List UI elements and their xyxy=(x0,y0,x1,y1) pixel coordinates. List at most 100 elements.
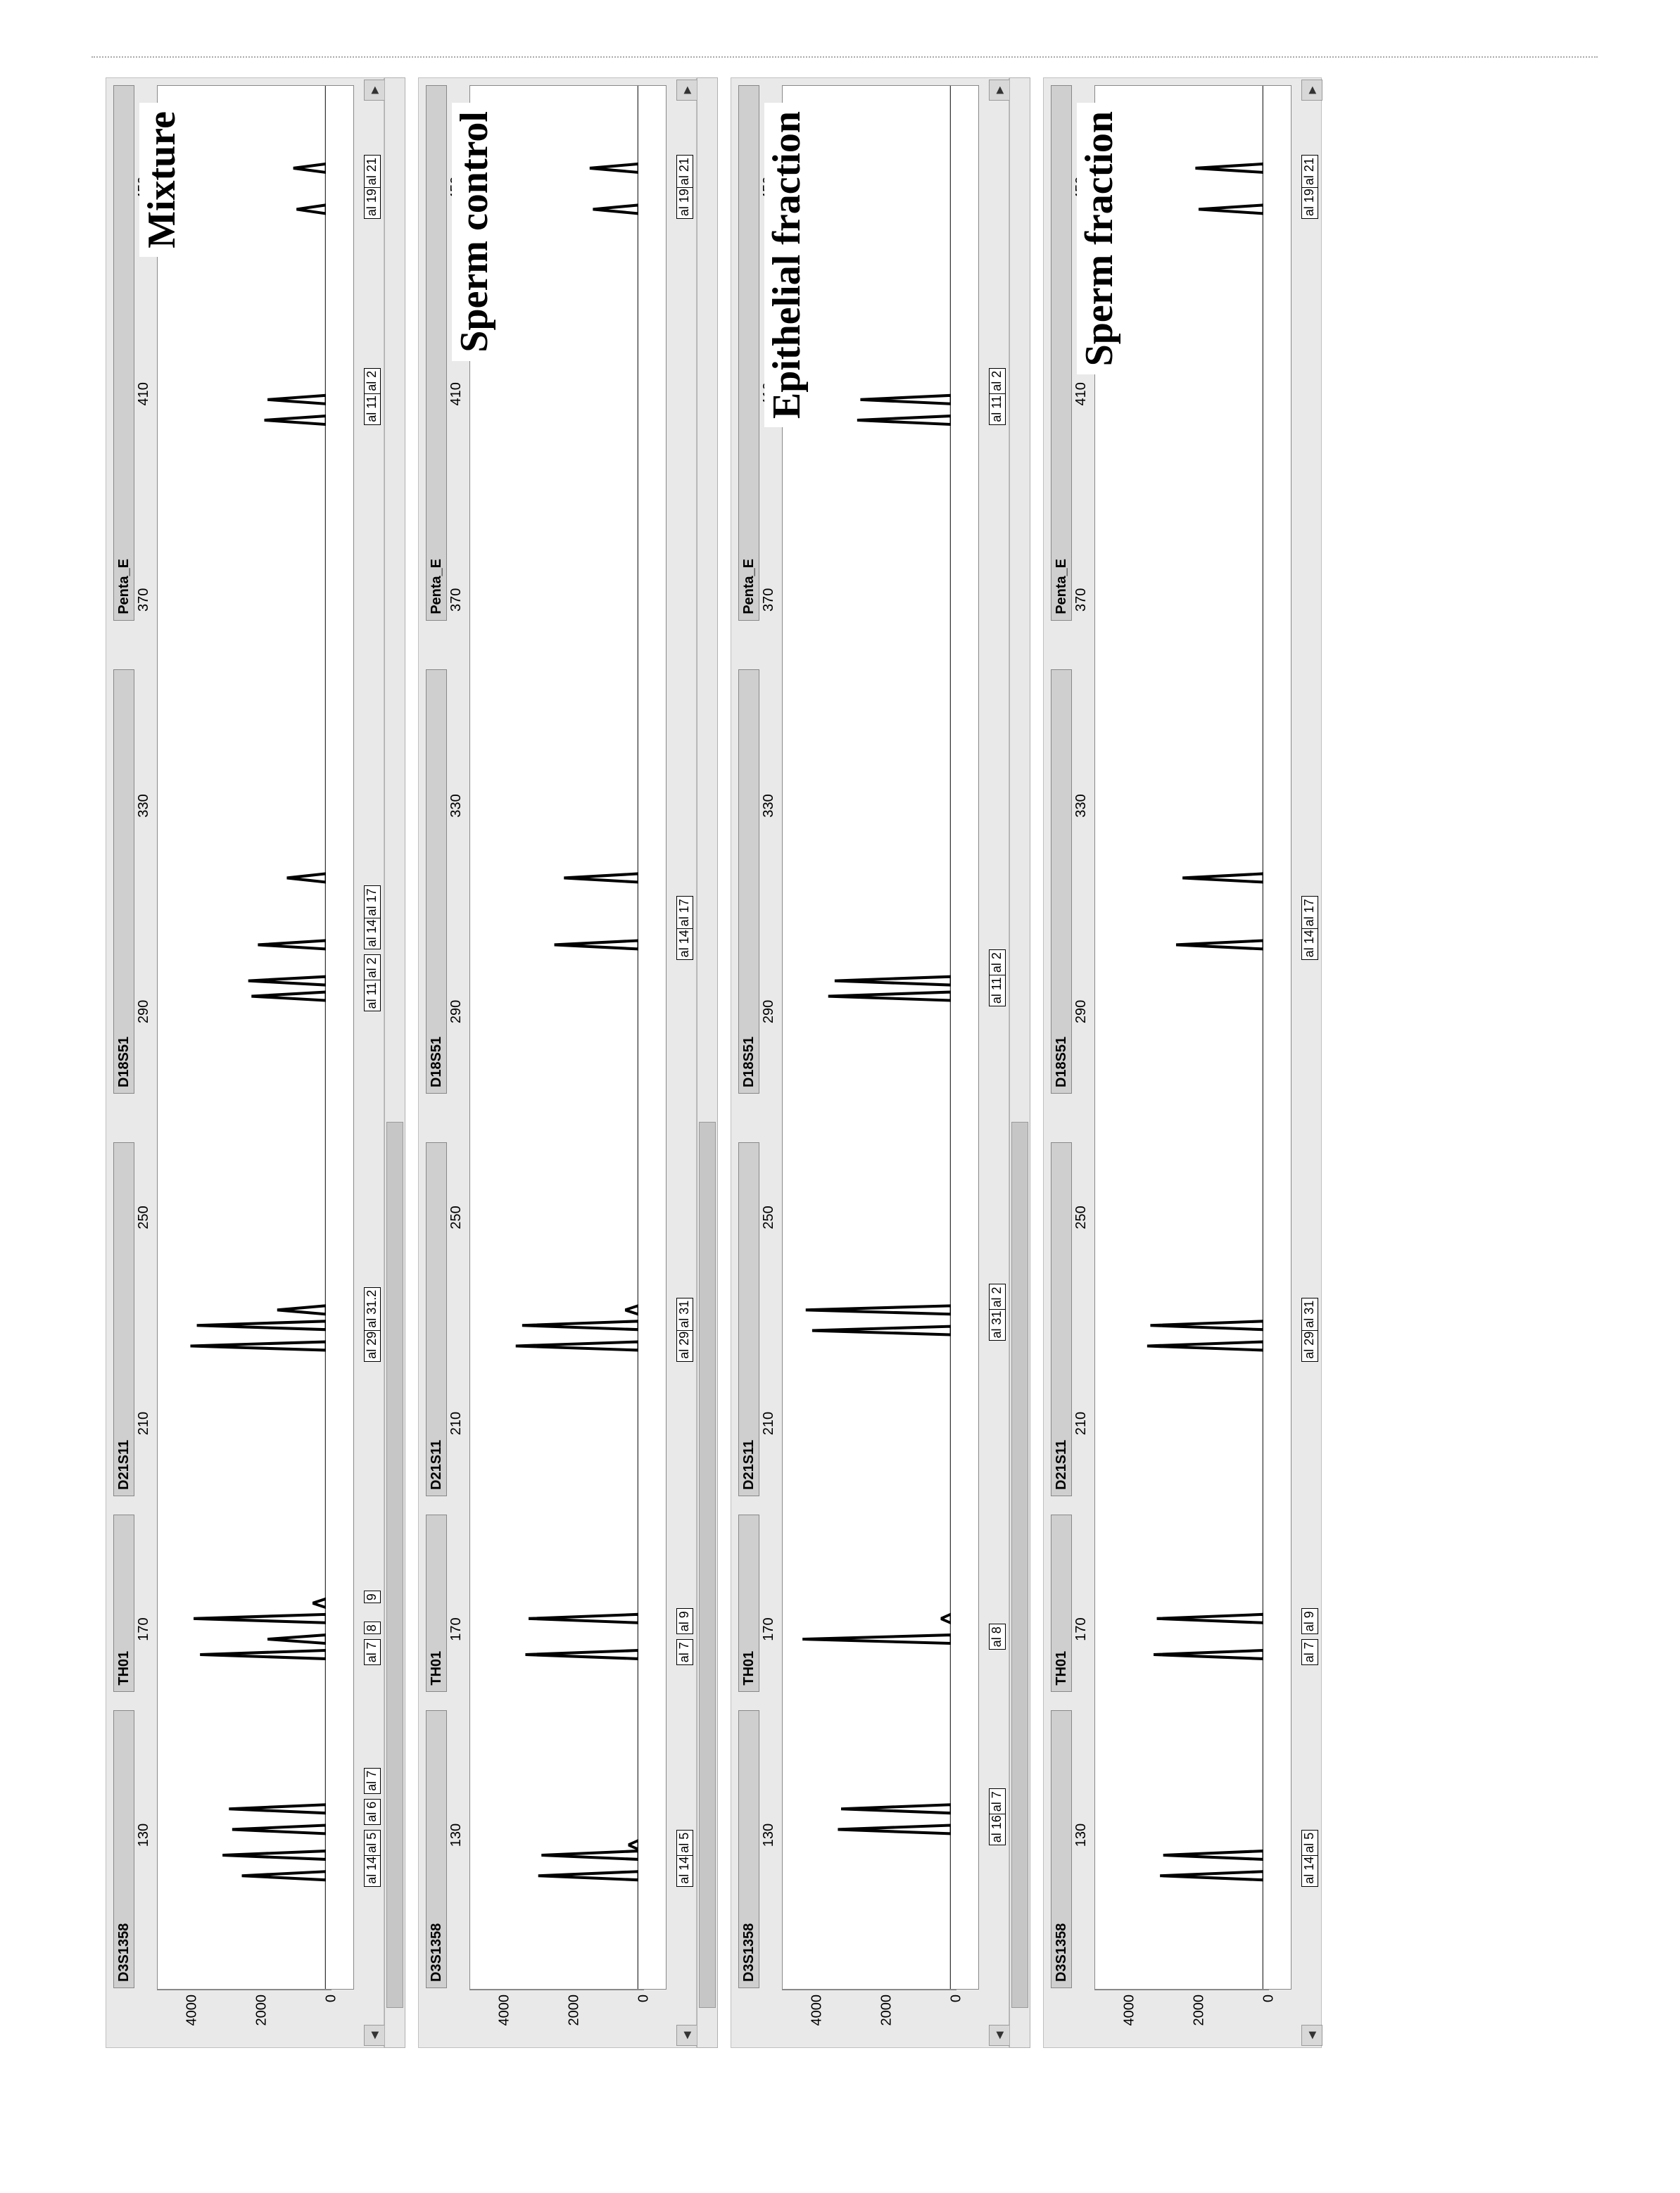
allele-call-box: al 9 xyxy=(676,1608,693,1634)
x-tick-label: 130 xyxy=(448,1824,465,1847)
x-tick-label: 170 xyxy=(136,1617,152,1641)
x-tick-label: 330 xyxy=(448,794,465,817)
x-axis: 130170210250290330370410450 xyxy=(447,85,467,1990)
locus-header-bar: D3S1358TH01D21S11D18S51Penta_E xyxy=(1051,85,1072,1990)
y-axis: 0 2000 4000 xyxy=(738,1990,1006,2045)
scrollbar-thumb[interactable] xyxy=(1011,1122,1028,2008)
horizontal-scrollbar[interactable] xyxy=(1009,77,1030,2048)
x-tick-label: 370 xyxy=(448,588,465,612)
x-tick-label: 330 xyxy=(1073,794,1090,817)
allele-call-box: al 5 xyxy=(1301,1830,1318,1856)
x-tick-label: 170 xyxy=(448,1617,465,1641)
x-tick-label: 370 xyxy=(136,588,152,612)
x-tick-label: 290 xyxy=(761,1000,777,1023)
y-axis: 020004000 xyxy=(1051,1990,1318,2045)
peaks-plot xyxy=(157,85,354,1990)
allele-call-box: al 11 xyxy=(989,974,1006,1006)
x-tick-label: 250 xyxy=(448,1206,465,1229)
x-axis: 130170210250290330370410450 xyxy=(134,85,154,1990)
allele-call-box: al 19 xyxy=(364,186,381,219)
allele-label-row: al 14al 5al 6al 7al 789al 29al 31.2al 11… xyxy=(355,85,381,1990)
allele-call-box: al 21 xyxy=(364,155,381,188)
locus-label: D21S11 xyxy=(738,1142,759,1496)
electropherogram-panel-mixture: 020004000D3S1358TH01D21S11D18S51Penta_E1… xyxy=(106,77,405,2048)
locus-label: TH01 xyxy=(113,1515,134,1691)
allele-call-box: al 8 xyxy=(989,1624,1006,1650)
allele-call-box: al 7 xyxy=(1301,1639,1318,1665)
allele-call-box: al 21 xyxy=(1301,155,1318,188)
x-tick-label: 250 xyxy=(136,1206,152,1229)
x-tick-label: 130 xyxy=(1073,1824,1090,1847)
locus-header-bar: D3S1358TH01D21S11D18S51Penta_E xyxy=(426,85,447,1990)
y-tick-label: 2000 xyxy=(878,1995,895,2026)
locus-label: D3S1358 xyxy=(738,1710,759,1988)
scroll-right-icon[interactable]: ► xyxy=(1301,80,1322,101)
horizontal-scrollbar[interactable] xyxy=(697,77,718,2048)
x-tick-label: 210 xyxy=(761,1412,777,1435)
allele-call-box: al 14 xyxy=(1301,927,1318,960)
peaks-plot xyxy=(469,85,667,1990)
scroll-left-icon[interactable]: ◄ xyxy=(364,2025,385,2046)
y-tick-label: 2000 xyxy=(1191,1995,1207,2026)
locus-label: TH01 xyxy=(426,1515,447,1691)
allele-call-box: al 11 xyxy=(364,980,381,1012)
allele-call-box: al 2 xyxy=(364,954,381,980)
allele-call-box: al 9 xyxy=(1301,1608,1318,1634)
locus-label: D3S1358 xyxy=(1051,1710,1072,1988)
scroll-right-icon[interactable]: ► xyxy=(989,80,1010,101)
scroll-left-icon[interactable]: ◄ xyxy=(989,2025,1010,2046)
horizontal-scrollbar[interactable] xyxy=(384,77,405,2048)
y-axis: 020004000 xyxy=(426,1990,693,2045)
locus-label: D21S11 xyxy=(1051,1142,1072,1496)
y-tick-label: 4000 xyxy=(1121,1995,1137,2026)
figure-container: 020004000D3S1358TH01D21S11D18S51Penta_E1… xyxy=(106,77,1584,2048)
allele-call-box: al 16 xyxy=(989,1812,1006,1845)
allele-call-box: al 7 xyxy=(989,1788,1006,1814)
allele-call-box: al 14 xyxy=(364,916,381,949)
locus-label: D21S11 xyxy=(113,1142,134,1496)
allele-call-box: al 14 xyxy=(364,1854,381,1887)
electropherogram-panel-epithelial: 020004000D3S1358TH01D21S11D18S51Penta_E1… xyxy=(731,77,1030,2048)
locus-label: Penta_E xyxy=(426,85,447,621)
y-tick-label: 4000 xyxy=(809,1995,825,2026)
allele-call-box: al 29 xyxy=(1301,1329,1318,1362)
scrollbar-thumb[interactable] xyxy=(699,1122,716,2008)
y-axis: 020004000 xyxy=(113,1990,381,2045)
locus-label: TH01 xyxy=(738,1515,759,1691)
allele-label-row: al 16al 7al 8al 31al 2al 11al 2al 11al 2 xyxy=(980,85,1006,1990)
allele-label-row: al 14al 5al 7al 9al 29al 31al 14al 17al … xyxy=(668,85,693,1990)
allele-call-box: al 17 xyxy=(1301,896,1318,929)
scrollbar-thumb[interactable] xyxy=(386,1122,403,2008)
allele-call-box: al 31.2 xyxy=(364,1287,381,1331)
allele-call-box: al 29 xyxy=(676,1329,693,1362)
y-tick-label: 0 xyxy=(949,1995,965,2002)
x-tick-label: 210 xyxy=(1073,1412,1090,1435)
x-tick-label: 130 xyxy=(136,1824,152,1847)
scroll-left-icon[interactable]: ◄ xyxy=(1301,2025,1322,2046)
scroll-right-icon[interactable]: ► xyxy=(364,80,385,101)
locus-label: D18S51 xyxy=(738,669,759,1094)
panel-body: 020004000D3S1358TH01D21S11D18S51Penta_E1… xyxy=(106,77,384,2048)
allele-call-box: al 14 xyxy=(1301,1854,1318,1887)
peaks-plot xyxy=(782,85,979,1990)
allele-call-box: al 19 xyxy=(676,186,693,219)
allele-call-box: al 31 xyxy=(676,1298,693,1331)
x-tick-label: 370 xyxy=(761,588,777,612)
allele-call-box: al 5 xyxy=(364,1830,381,1856)
x-tick-label: 210 xyxy=(448,1412,465,1435)
allele-call-box: al 31 xyxy=(1301,1298,1318,1331)
y-tick-label: 0 xyxy=(324,1995,340,2002)
scroll-right-icon[interactable]: ► xyxy=(676,80,697,101)
allele-call-box: al 14 xyxy=(676,1854,693,1887)
locus-label: Penta_E xyxy=(113,85,134,621)
electropherogram-panel-sperm_control: 020004000D3S1358TH01D21S11D18S51Penta_E1… xyxy=(418,77,718,2048)
scroll-left-icon[interactable]: ◄ xyxy=(676,2025,697,2046)
allele-call-box: al 11 xyxy=(364,393,381,425)
x-tick-label: 250 xyxy=(1073,1206,1090,1229)
allele-call-box: al 29 xyxy=(364,1329,381,1362)
locus-label: D18S51 xyxy=(113,669,134,1094)
locus-label: D3S1358 xyxy=(426,1710,447,1988)
allele-call-box: al 2 xyxy=(989,368,1006,394)
panel-title: Epithelial fraction xyxy=(764,103,809,427)
x-tick-label: 370 xyxy=(1073,588,1090,612)
